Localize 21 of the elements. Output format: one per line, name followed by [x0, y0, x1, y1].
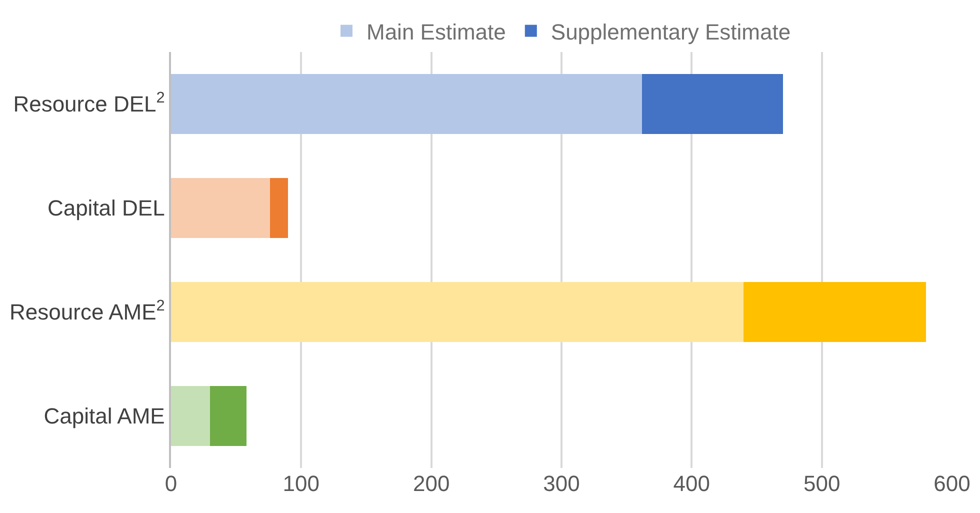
- x-tick-label: 200: [412, 471, 450, 496]
- y-tick-label: Resource DEL$^{2}$: [13, 89, 165, 117]
- bar: [270, 178, 288, 238]
- x-tick-label: 400: [673, 471, 710, 496]
- bar: [171, 386, 210, 446]
- bar: [171, 178, 270, 238]
- y-tick-label: Resource AME$^{2}$: [10, 297, 165, 325]
- y-tick-label: Capital DEL: [47, 196, 165, 221]
- bar: [171, 282, 744, 342]
- x-tick-label: 600: [934, 471, 970, 496]
- bar: [171, 74, 642, 134]
- legend-label: Supplementary Estimate: [550, 19, 791, 44]
- x-tick-label: 300: [543, 471, 580, 496]
- bar: [642, 74, 783, 134]
- bar: [210, 386, 246, 446]
- bar: [744, 282, 926, 342]
- legend-label: Main Estimate: [366, 19, 506, 44]
- y-tick-label: Capital AME: [44, 404, 165, 429]
- x-tick-label: 100: [282, 471, 320, 496]
- x-tick-label: 0: [164, 471, 178, 496]
- x-tick-label: 500: [803, 471, 840, 496]
